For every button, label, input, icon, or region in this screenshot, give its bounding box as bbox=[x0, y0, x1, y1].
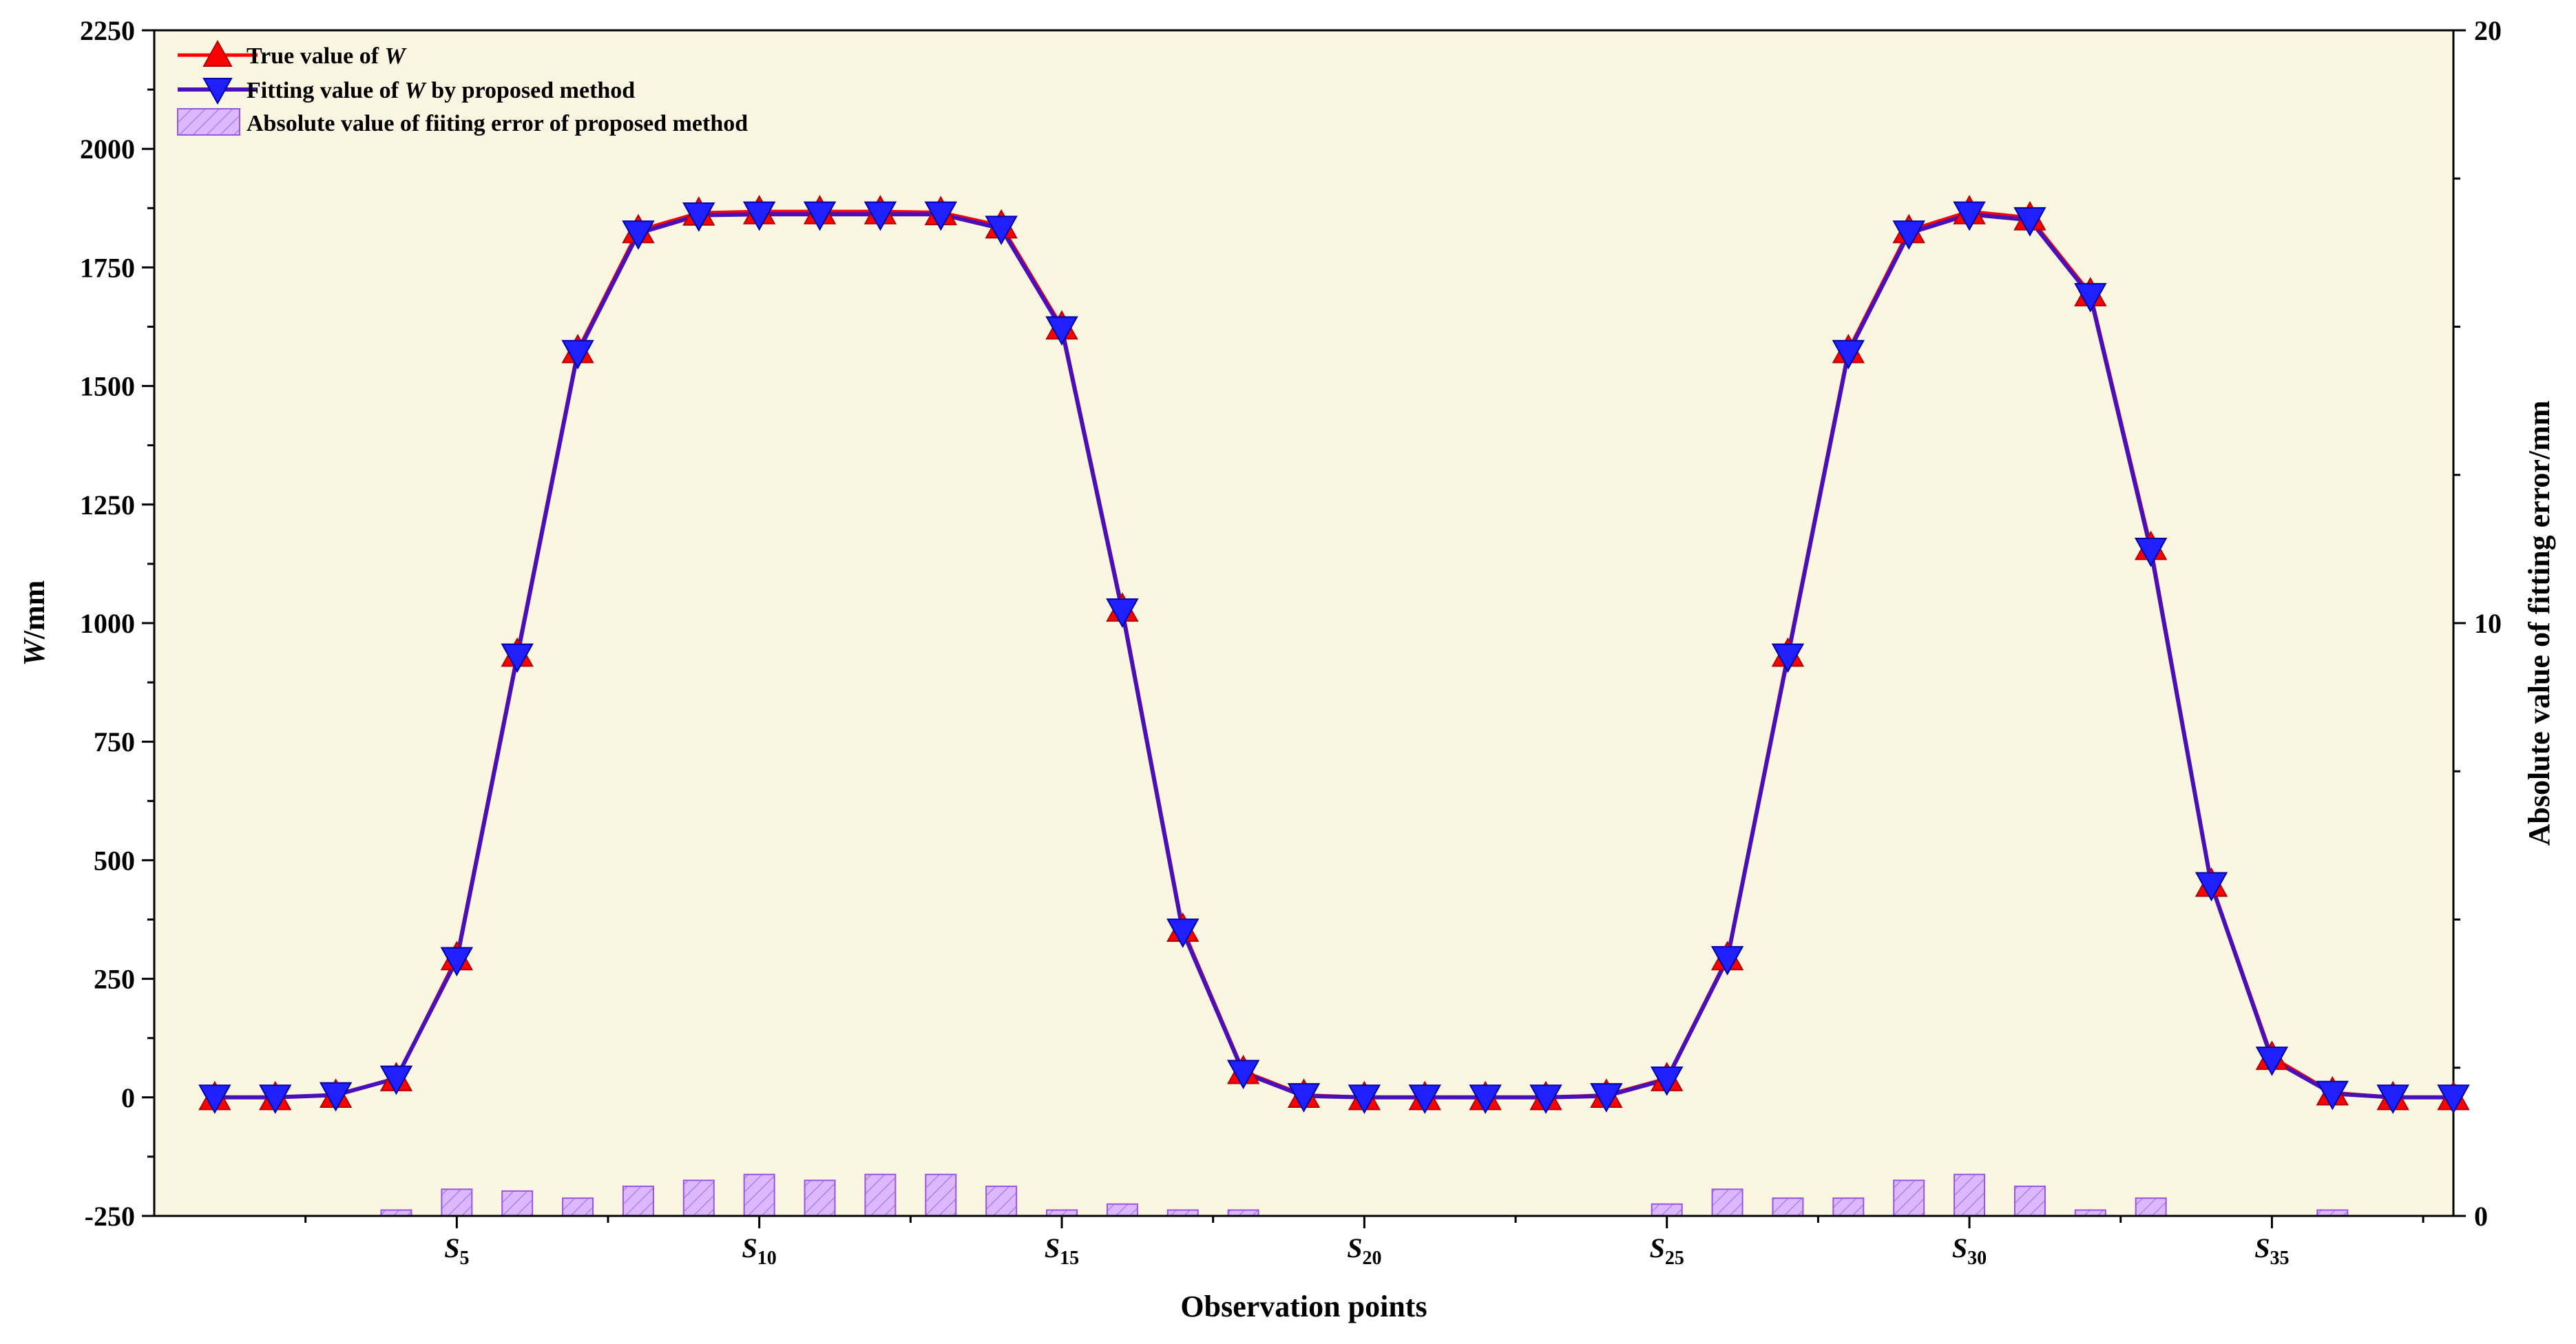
plot-area bbox=[154, 30, 2453, 1216]
fitting-value-point bbox=[1045, 316, 1078, 346]
fitting-value-point bbox=[1651, 1067, 1684, 1096]
x-tick-label: S5 bbox=[444, 1232, 469, 1269]
error-bar bbox=[1711, 1188, 1743, 1217]
error-bar bbox=[622, 1185, 654, 1217]
error-bar bbox=[2013, 1185, 2046, 1217]
y-tick-label: 1000 bbox=[80, 608, 135, 639]
fitting-value-point bbox=[2074, 283, 2107, 313]
x-tick-label: S15 bbox=[1045, 1232, 1079, 1269]
fitting-value-point bbox=[2316, 1080, 2349, 1111]
y2-tick-label: 0 bbox=[2474, 1201, 2488, 1232]
legend: True value of W Fitting value of W by pro… bbox=[177, 39, 748, 136]
error-bar bbox=[1772, 1197, 1804, 1217]
fitting-value-point bbox=[1953, 201, 1986, 231]
fitting-value-point bbox=[1348, 1084, 1381, 1114]
fitting-value-point bbox=[1106, 598, 1139, 628]
y-tick-label: 1750 bbox=[80, 252, 135, 283]
fitting-value-point bbox=[2255, 1047, 2289, 1076]
error-bar bbox=[562, 1197, 594, 1217]
error-bar bbox=[804, 1179, 836, 1217]
error-bar bbox=[1832, 1197, 1865, 1217]
y-tick-label: 1250 bbox=[80, 490, 135, 521]
error-bar bbox=[1106, 1203, 1138, 1217]
y-tick-label: 750 bbox=[94, 726, 135, 757]
fitting-value-point bbox=[440, 947, 474, 977]
series-markers bbox=[198, 195, 2470, 1114]
y-tick-label: -250 bbox=[85, 1201, 135, 1232]
error-bar bbox=[1893, 1179, 1925, 1217]
error-bar bbox=[1954, 1173, 1986, 1217]
y-tick-label: 250 bbox=[94, 964, 135, 995]
fitting-value-point bbox=[2437, 1084, 2470, 1114]
legend-true-marker bbox=[202, 39, 233, 67]
y-tick-label: 500 bbox=[94, 845, 135, 876]
fitting-value-point bbox=[1892, 220, 1925, 250]
y-axis-title-unit: /mm bbox=[17, 580, 51, 640]
error-bar bbox=[985, 1185, 1018, 1217]
fitting-value-point bbox=[379, 1065, 413, 1095]
y2-tick-label: 20 bbox=[2474, 15, 2502, 46]
fitting-value-point bbox=[1166, 918, 1200, 948]
error-bar bbox=[1651, 1203, 1683, 1217]
y-tick-label: 1500 bbox=[80, 371, 135, 402]
fitting-value-point bbox=[1590, 1083, 1623, 1113]
fitting-value-point bbox=[1287, 1083, 1321, 1113]
fitting-value-point bbox=[1832, 339, 1865, 370]
fitting-value-point bbox=[2195, 872, 2228, 902]
error-bar bbox=[925, 1173, 957, 1217]
fitting-value-point bbox=[985, 216, 1018, 245]
fitting-value-point bbox=[2134, 538, 2168, 567]
y2-axis-title: Absolute value of fitting error/mm bbox=[2522, 401, 2556, 846]
fitting-value-point bbox=[1771, 643, 1805, 673]
fitting-value-point bbox=[1710, 946, 1744, 976]
fitting-value-point bbox=[1408, 1084, 1441, 1114]
fitting-value-point bbox=[561, 339, 594, 370]
y-tick-label: 2000 bbox=[80, 134, 135, 165]
y2-tick-label: 10 bbox=[2474, 608, 2502, 639]
y-axis-title: W/mm bbox=[17, 580, 51, 666]
fitting-value-point bbox=[501, 643, 534, 673]
fitting-value-point bbox=[198, 1084, 231, 1114]
legend-fit-label: Fitting value of W by proposed method bbox=[247, 78, 635, 103]
error-bar bbox=[682, 1179, 715, 1217]
x-tick-label: S30 bbox=[1952, 1232, 1987, 1269]
error-bar bbox=[864, 1173, 897, 1217]
legend-error-label: Absolute value of fiiting error of propo… bbox=[247, 111, 748, 136]
error-bars bbox=[380, 1173, 2349, 1217]
error-bar bbox=[501, 1190, 534, 1217]
y-tick-label: 0 bbox=[121, 1082, 135, 1113]
error-bar bbox=[743, 1173, 775, 1217]
y-tick-label: 2250 bbox=[80, 15, 135, 46]
fitting-value-point bbox=[742, 201, 776, 231]
fitting-value-point bbox=[682, 202, 715, 232]
legend-fit-marker bbox=[202, 78, 233, 105]
fitting-value-point bbox=[319, 1082, 353, 1112]
error-bar bbox=[2135, 1197, 2167, 1217]
error-bar bbox=[441, 1188, 473, 1217]
fitting-value-point bbox=[2013, 207, 2046, 237]
fitting-value-point bbox=[622, 220, 655, 250]
x-tick-label: S20 bbox=[1347, 1232, 1381, 1269]
x-tick-label: S25 bbox=[1650, 1232, 1684, 1269]
fitting-value-point bbox=[924, 201, 957, 231]
fitting-value-point bbox=[1469, 1084, 1502, 1114]
fitting-value-point bbox=[259, 1084, 292, 1114]
x-axis-title: Observation points bbox=[1180, 1290, 1427, 1323]
fitting-value-point bbox=[803, 201, 837, 231]
y-axis-title-var: W bbox=[17, 637, 51, 666]
fitting-value-point bbox=[1226, 1060, 1260, 1090]
fitting-value-point bbox=[1529, 1084, 1562, 1114]
fitting-value-point bbox=[2376, 1084, 2409, 1114]
legend-error-swatch bbox=[177, 108, 240, 136]
x-tick-label: S35 bbox=[2254, 1232, 2289, 1269]
axes: -250 0 250 500 750 1000 1250 1500 1750 2000 2250 0 1… bbox=[80, 15, 2502, 1269]
x-tick-label: S10 bbox=[742, 1232, 777, 1269]
axis-labels: Observation points W/mm Absolute value o… bbox=[17, 401, 2556, 1323]
fitting-value-point bbox=[863, 201, 897, 231]
legend-true-label: True value of W bbox=[247, 43, 408, 69]
